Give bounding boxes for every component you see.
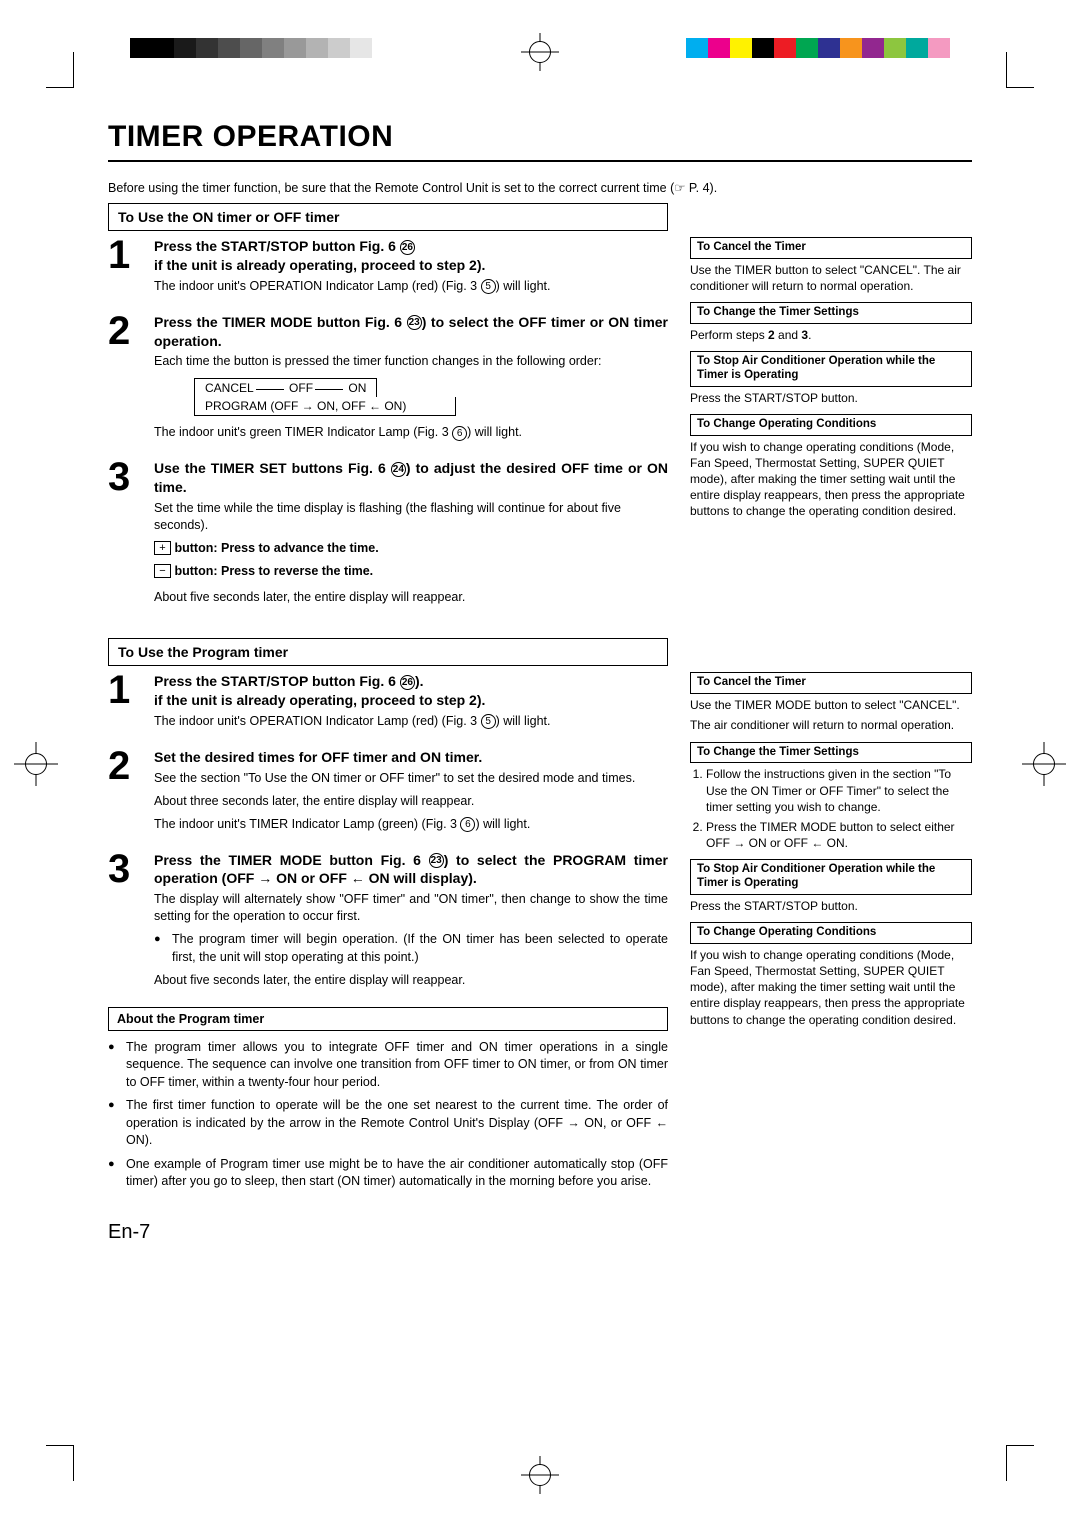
step-detail: The indoor unit's TIMER Indicator Lamp (… (154, 816, 635, 833)
step-number: 3 (108, 851, 144, 995)
step-lead: Press the START/STOP button Fig. 6 26 if… (154, 237, 550, 275)
step-number: 1 (108, 237, 144, 301)
section-header: To Use the Program timer (108, 638, 668, 666)
crosshair-left (14, 742, 58, 786)
side-text: If you wish to change operating conditio… (690, 947, 972, 1028)
step-number: 3 (108, 459, 144, 612)
page-number: En-7 (108, 1221, 972, 1244)
section-program-timer: To Use the Program timer 1 Press the STA… (108, 638, 972, 1197)
ref-circle-icon: 5 (481, 714, 496, 729)
color-swatch-bar (686, 38, 950, 58)
ref-circle-icon: 24 (391, 462, 406, 477)
side-text: Press the START/STOP button. (690, 390, 972, 406)
ref-circle-icon: 5 (481, 279, 496, 294)
step-detail: The indoor unit's OPERATION Indicator La… (154, 278, 550, 295)
step-1: 1 Press the START/STOP button Fig. 6 26)… (108, 672, 668, 736)
section-on-off-timer: To Use the ON timer or OFF timer 1 Press… (108, 203, 972, 624)
button-desc: − button: Press to reverse the time. (154, 563, 668, 580)
pointer-icon: ☞ (674, 181, 685, 195)
intro-a: Before using the timer function, be sure… (108, 181, 674, 195)
step-detail: Each time the button is pressed the time… (154, 353, 668, 370)
page-title: TIMER OPERATION (108, 120, 972, 162)
button-desc: + button: Press to advance the time. (154, 540, 668, 557)
list-item: Follow the instructions given in the sec… (706, 766, 972, 815)
ref-circle-icon: 23 (407, 315, 422, 330)
side-heading: To Stop Air Conditioner Operation while … (690, 859, 972, 895)
intro-b: P. 4). (685, 181, 717, 195)
timer-flow-diagram: CANCEL OFF ON PROGRAM (OFF → ON, OFF ← O… (194, 378, 668, 416)
about-header: About the Program timer (108, 1007, 668, 1031)
side-heading: To Cancel the Timer (690, 672, 972, 694)
ref-circle-icon: 6 (460, 817, 475, 832)
side-heading: To Change the Timer Settings (690, 302, 972, 324)
side-heading: To Change the Timer Settings (690, 742, 972, 764)
ref-circle-icon: 6 (452, 426, 467, 441)
side-text: Press the START/STOP button. (690, 898, 972, 914)
bullet-item: The program timer will begin operation. … (154, 931, 668, 966)
side-heading: To Change Operating Conditions (690, 922, 972, 944)
step-detail: The display will alternately show "OFF t… (154, 891, 668, 925)
minus-button-icon: − (154, 564, 171, 578)
page-content: TIMER OPERATION Before using the timer f… (108, 120, 972, 1397)
step-lead: Set the desired times for OFF timer and … (154, 748, 635, 767)
step-2: 2 Press the TIMER MODE button Fig. 6 23)… (108, 313, 668, 448)
crosshair-bottom (521, 1456, 559, 1494)
step-number: 2 (108, 313, 144, 448)
step-lead: Press the START/STOP button Fig. 6 26). … (154, 672, 550, 710)
plus-button-icon: + (154, 541, 171, 555)
step-1: 1 Press the START/STOP button Fig. 6 26 … (108, 237, 668, 301)
main-column: To Use the ON timer or OFF timer 1 Press… (108, 203, 668, 624)
grayscale-swatch-bar (130, 38, 372, 58)
crosshair-right (1022, 742, 1066, 786)
side-column: To Cancel the Timer Use the TIMER MODE b… (690, 638, 972, 1197)
step-number: 1 (108, 672, 144, 736)
bullet-item: One example of Program timer use might b… (108, 1156, 668, 1191)
registration-bottom (0, 1451, 1080, 1499)
side-text: Use the TIMER button to select "CANCEL".… (690, 262, 972, 294)
side-ordered-list: Follow the instructions given in the sec… (690, 766, 972, 851)
side-text: Perform steps 2 and 3. (690, 327, 972, 343)
crop-corner-tl (46, 52, 74, 88)
ref-circle-icon: 23 (429, 853, 444, 868)
step-3: 3 Use the TIMER SET buttons Fig. 6 24) t… (108, 459, 668, 612)
side-text: Use the TIMER MODE button to select "CAN… (690, 697, 972, 713)
side-heading: To Cancel the Timer (690, 237, 972, 259)
bullet-item: The first timer function to operate will… (108, 1097, 668, 1150)
section-header: To Use the ON timer or OFF timer (108, 203, 668, 231)
side-heading: To Change Operating Conditions (690, 414, 972, 436)
step-3: 3 Press the TIMER MODE button Fig. 6 23)… (108, 851, 668, 995)
ref-circle-icon: 26 (400, 675, 415, 690)
side-text: If you wish to change operating conditio… (690, 439, 972, 520)
ref-circle-icon: 26 (400, 240, 415, 255)
step-detail: About five seconds later, the entire dis… (154, 972, 668, 989)
about-list: The program timer allows you to integrat… (108, 1039, 668, 1191)
step-2: 2 Set the desired times for OFF timer an… (108, 748, 668, 839)
bullet-item: The program timer allows you to integrat… (108, 1039, 668, 1092)
side-column: To Cancel the Timer Use the TIMER button… (690, 203, 972, 624)
crop-corner-tr (1006, 52, 1034, 88)
step-lead: Press the TIMER MODE button Fig. 6 23) t… (154, 313, 668, 351)
step-lead: Press the TIMER MODE button Fig. 6 23) t… (154, 851, 668, 889)
crosshair-top (521, 33, 559, 71)
side-heading: To Stop Air Conditioner Operation while … (690, 351, 972, 387)
step-detail: About five seconds later, the entire dis… (154, 589, 668, 606)
main-column: To Use the Program timer 1 Press the STA… (108, 638, 668, 1197)
crop-corner-bl (46, 1445, 74, 1481)
step-detail: The indoor unit's OPERATION Indicator La… (154, 713, 550, 730)
bullet-list: The program timer will begin operation. … (154, 931, 668, 966)
step-detail: About three seconds later, the entire di… (154, 793, 635, 810)
step-detail: Set the time while the time display is f… (154, 500, 668, 534)
side-text: The air conditioner will return to norma… (690, 717, 972, 733)
step-detail: The indoor unit's green TIMER Indicator … (154, 424, 668, 441)
step-detail: See the section "To Use the ON timer or … (154, 770, 635, 787)
step-lead: Use the TIMER SET buttons Fig. 6 24) to … (154, 459, 668, 497)
intro-text: Before using the timer function, be sure… (108, 180, 972, 195)
list-item: Press the TIMER MODE button to select ei… (706, 819, 972, 851)
crop-corner-br (1006, 1445, 1034, 1481)
step-number: 2 (108, 748, 144, 839)
